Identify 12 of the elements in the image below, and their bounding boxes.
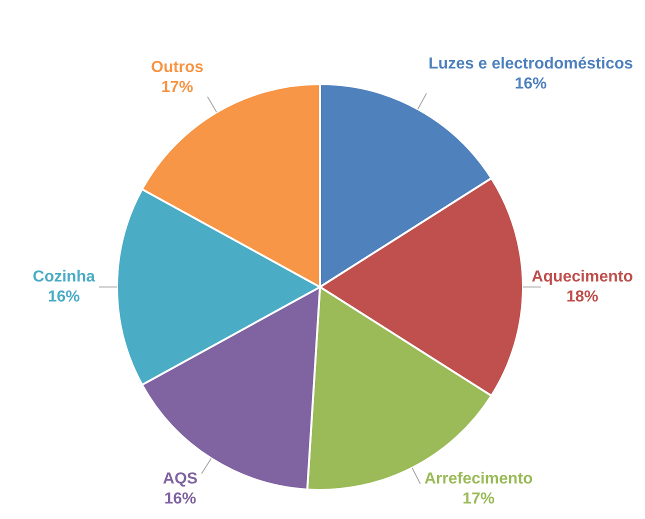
- slice-label: Arrefecimento: [424, 470, 534, 488]
- data-label: 16%: [164, 490, 196, 508]
- slice-label: Cozinha: [32, 268, 96, 286]
- slice-label: Outros: [151, 59, 204, 76]
- data-label: 18%: [566, 288, 598, 306]
- slice-label: Aquecimento: [532, 268, 634, 286]
- data-label: 16%: [48, 288, 80, 306]
- slice-label: AQS: [162, 470, 198, 488]
- data-label: 17%: [161, 79, 194, 96]
- data-label: 17%: [462, 490, 495, 508]
- data-label: 16%: [514, 75, 547, 92]
- slice-label: Luzes e electrodomésticos: [428, 55, 634, 72]
